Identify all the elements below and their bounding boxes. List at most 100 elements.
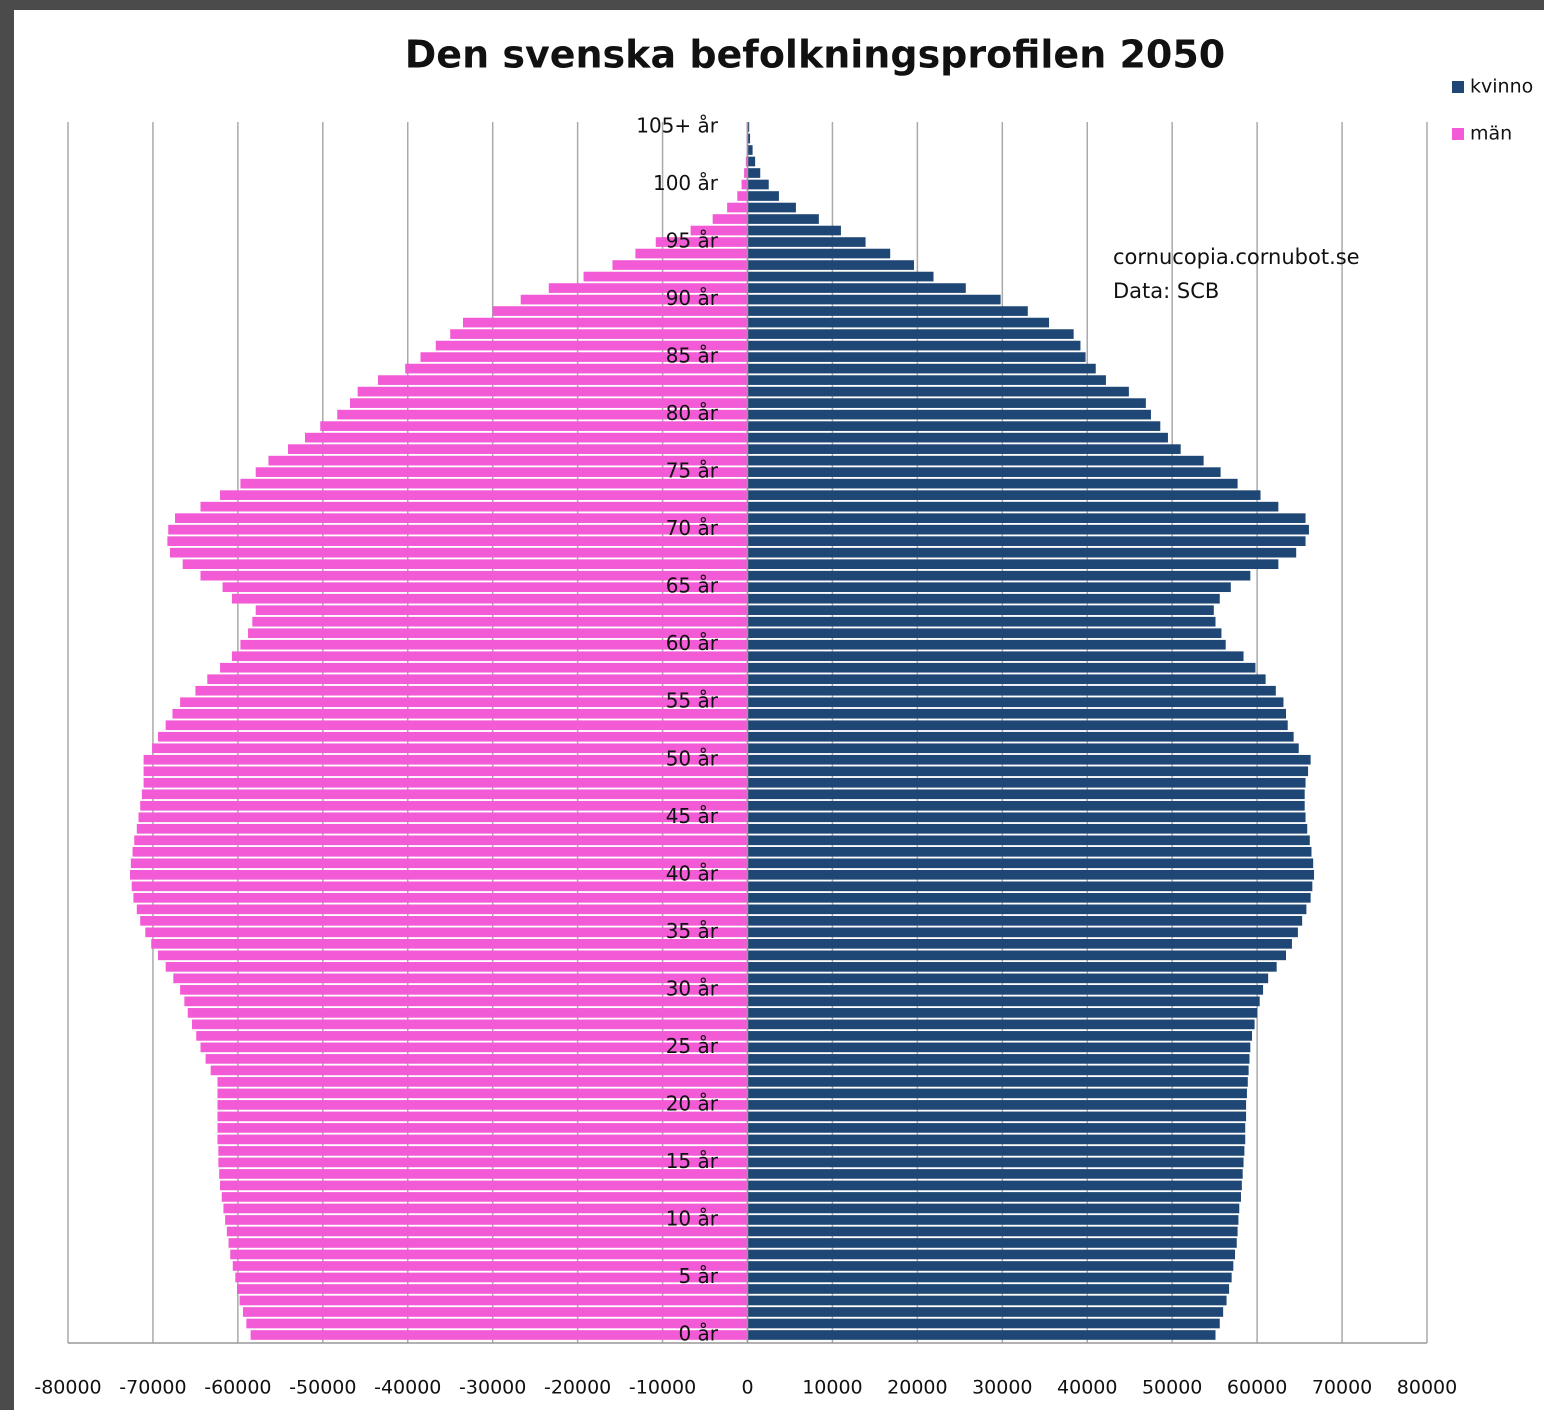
bar	[240, 639, 748, 650]
bar	[180, 985, 748, 995]
bar	[747, 892, 1311, 903]
bar	[136, 823, 748, 834]
legend-swatch	[1452, 128, 1464, 140]
bar	[747, 1180, 1242, 1191]
bar	[747, 962, 1277, 972]
chart-title: Den svenska befolkningsprofilen 2050	[405, 33, 1226, 77]
bar	[165, 720, 748, 731]
bar	[747, 214, 819, 224]
bar	[168, 524, 748, 535]
bar	[747, 145, 753, 155]
bar	[583, 271, 748, 282]
bar	[237, 1284, 748, 1294]
bar	[220, 662, 748, 673]
bar	[747, 1330, 1216, 1340]
bar	[747, 605, 1214, 616]
bar	[138, 812, 748, 823]
bar	[304, 432, 748, 443]
bar	[747, 1226, 1238, 1237]
annotation: cornucopia.cornubot.se	[1113, 245, 1360, 269]
bar	[747, 398, 1146, 408]
bar	[223, 1203, 748, 1214]
bar	[747, 283, 966, 293]
x-tick-label: -70000	[119, 1377, 186, 1399]
bar	[158, 731, 748, 742]
bar	[747, 1272, 1232, 1283]
bar	[217, 1134, 748, 1145]
bar	[747, 248, 891, 259]
bar	[747, 524, 1309, 535]
x-tick-label: 80000	[1397, 1377, 1457, 1399]
bar	[747, 237, 866, 247]
bar	[747, 122, 750, 132]
bar	[184, 996, 748, 1007]
bar	[747, 1088, 1247, 1099]
y-tick-label: 95 år	[666, 229, 719, 253]
bar	[747, 616, 1216, 627]
bar	[747, 697, 1284, 708]
bar	[747, 1249, 1236, 1260]
legend-swatch	[1452, 81, 1464, 93]
bar	[747, 1318, 1220, 1329]
bar	[248, 628, 748, 639]
bar	[712, 214, 748, 224]
x-tick-label: -10000	[629, 1377, 696, 1399]
bar	[130, 858, 748, 869]
bar	[747, 777, 1306, 788]
bar	[747, 375, 1106, 385]
bar	[747, 754, 1311, 765]
y-tick-label: 65 år	[666, 574, 719, 598]
y-tick-label: 70 år	[666, 516, 719, 540]
bar	[747, 191, 779, 201]
bar	[143, 754, 748, 765]
bar	[747, 570, 1251, 581]
x-tick-label: 40000	[1057, 1377, 1117, 1399]
bar	[450, 329, 748, 339]
y-tick-label: 15 år	[666, 1149, 719, 1173]
bar	[747, 835, 1310, 846]
bar	[200, 1042, 748, 1053]
bar	[747, 812, 1306, 823]
bar	[217, 1088, 748, 1099]
bar	[255, 467, 748, 477]
bar	[420, 352, 748, 362]
bar	[727, 202, 748, 213]
y-tick-label: 50 år	[666, 746, 719, 770]
bar	[747, 1146, 1245, 1156]
bar	[222, 582, 748, 593]
bar	[226, 1226, 748, 1237]
bar	[747, 1123, 1246, 1133]
y-tick-label: 40 år	[666, 861, 719, 885]
y-tick-label: 90 år	[666, 286, 719, 310]
bar	[217, 1077, 748, 1087]
bar	[747, 973, 1269, 984]
bar	[435, 340, 748, 351]
bar	[231, 651, 748, 662]
bar	[747, 513, 1306, 523]
bar	[747, 628, 1222, 639]
bar	[141, 789, 748, 800]
bar	[165, 962, 748, 972]
x-tick-label: -50000	[289, 1377, 356, 1399]
bar	[747, 869, 1315, 880]
bar	[747, 1307, 1224, 1317]
bar	[747, 823, 1308, 834]
bar	[747, 1008, 1258, 1018]
bar	[747, 651, 1244, 662]
bar	[747, 1169, 1243, 1179]
bar	[747, 1284, 1230, 1294]
y-tick-label: 10 år	[666, 1206, 719, 1230]
y-tick-label: 5 år	[678, 1264, 718, 1288]
y-tick-label: 35 år	[666, 919, 719, 943]
bar	[747, 1157, 1244, 1168]
bar	[747, 915, 1303, 926]
bar	[747, 432, 1168, 443]
x-tick-label: -60000	[204, 1377, 271, 1399]
bar	[228, 1238, 748, 1248]
y-tick-label: 60 år	[666, 631, 719, 655]
bar	[232, 1261, 748, 1271]
bar	[747, 1134, 1246, 1145]
y-tick-label: 75 år	[666, 459, 719, 483]
bar	[747, 421, 1161, 431]
bar	[230, 1249, 748, 1260]
